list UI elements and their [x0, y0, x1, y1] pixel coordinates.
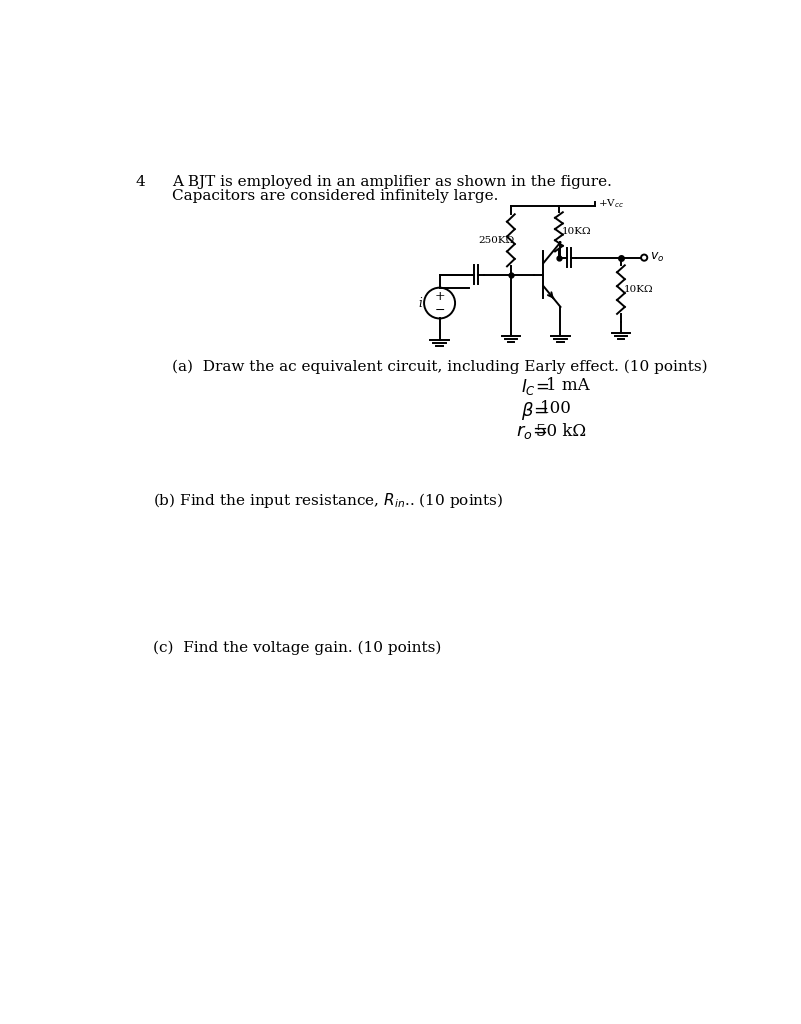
Text: 50 kΩ: 50 kΩ — [537, 423, 586, 440]
Text: (a)  Draw the ac equivalent circuit, including Early effect. (10 points): (a) Draw the ac equivalent circuit, incl… — [172, 360, 708, 375]
Text: (b) Find the input resistance, $R_{in}$.. (10 points): (b) Find the input resistance, $R_{in}$.… — [153, 490, 503, 510]
Text: $r_o\!=$: $r_o\!=$ — [517, 423, 548, 441]
Text: 1 mA: 1 mA — [545, 377, 590, 394]
Text: 10KΩ: 10KΩ — [624, 285, 654, 294]
Text: 4: 4 — [136, 175, 146, 189]
Text: i: i — [418, 297, 422, 309]
Text: 100: 100 — [540, 400, 571, 417]
Text: Capacitors are considered infinitely large.: Capacitors are considered infinitely lar… — [172, 189, 498, 203]
Text: −: − — [434, 303, 445, 316]
Text: +V$_{cc}$: +V$_{cc}$ — [598, 198, 624, 210]
Text: (c)  Find the voltage gain. (10 points): (c) Find the voltage gain. (10 points) — [153, 641, 441, 655]
Text: +: + — [434, 291, 445, 303]
Text: 10KΩ: 10KΩ — [562, 227, 592, 237]
Text: 250KΩ: 250KΩ — [478, 236, 514, 245]
Text: $\beta\!=$: $\beta\!=$ — [521, 400, 548, 422]
Text: A BJT is employed in an amplifier as shown in the figure.: A BJT is employed in an amplifier as sho… — [172, 175, 612, 189]
Text: $I_C\!=$: $I_C\!=$ — [521, 377, 549, 397]
Text: $v_o$: $v_o$ — [650, 251, 664, 264]
